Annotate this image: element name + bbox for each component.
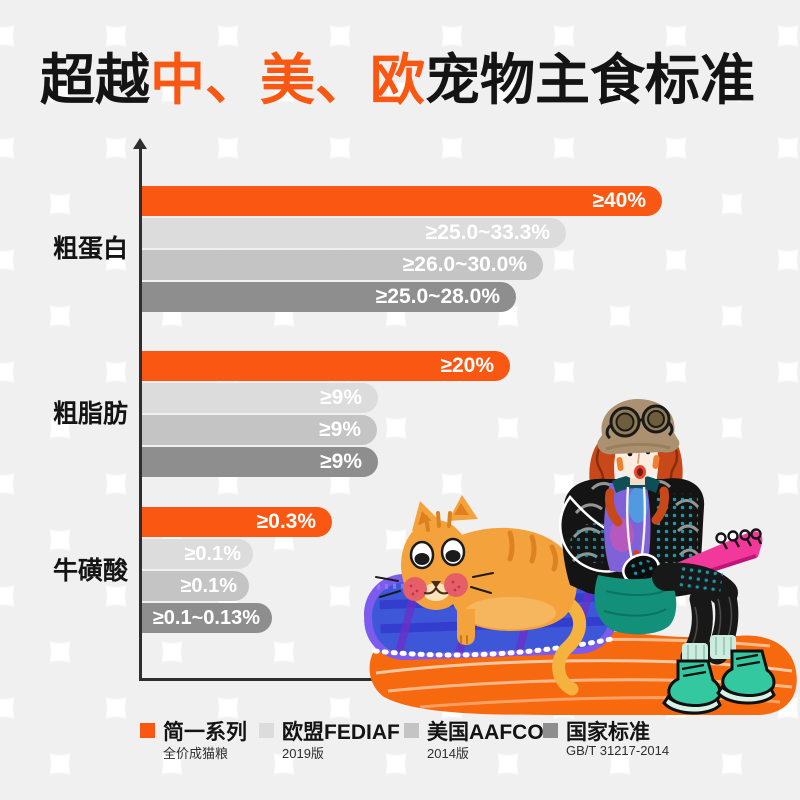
legend-sub: 2014版 — [427, 746, 469, 761]
title-suffix: 宠物主食标准 — [425, 49, 756, 111]
title-highlight: 中、美、欧 — [150, 49, 426, 111]
legend-sub: GB/T 31217-2014 — [566, 743, 670, 758]
y-axis-arrow — [133, 138, 147, 149]
legend-swatch — [404, 723, 419, 738]
bar-value-label: ≥9% — [320, 450, 362, 473]
y-axis-line — [139, 147, 142, 680]
legend-name: 欧盟FEDIAF — [282, 721, 400, 744]
category-label: 牛磺酸 — [52, 557, 128, 585]
bar-牛磺酸-欧盟FEDIAF: ≥0.1% — [142, 539, 253, 569]
legend-swatch — [543, 723, 558, 738]
bar-value-label: ≥0.3% — [256, 510, 316, 533]
woman-illustration — [559, 399, 776, 715]
legend-swatch — [259, 723, 274, 738]
goggles-icon — [605, 404, 674, 440]
bar-粗脂肪-简一系列: ≥20% — [142, 351, 510, 381]
bar-牛磺酸-国家标准: ≥0.1~0.13% — [142, 603, 272, 633]
bar-value-label: ≥40% — [592, 189, 646, 212]
page-title: 超越中、美、欧宠物主食标准 — [40, 50, 755, 111]
bar-牛磺酸-简一系列: ≥0.3% — [142, 507, 332, 537]
bar-粗蛋白-美国AAFCO: ≥26.0~30.0% — [142, 250, 543, 280]
bar-粗脂肪-美国AAFCO: ≥9% — [142, 415, 377, 445]
legend-name: 美国AAFCO — [427, 721, 544, 744]
bar-value-label: ≥9% — [320, 386, 362, 409]
bar-value-label: ≥9% — [319, 418, 361, 441]
pet-illustration — [363, 399, 797, 715]
bar-value-label: ≥20% — [440, 354, 494, 377]
cat-illustration — [375, 495, 587, 696]
category-label: 粗蛋白 — [52, 235, 128, 263]
bar-value-label: ≥25.0~33.3% — [425, 221, 550, 244]
bar-粗脂肪-国家标准: ≥9% — [142, 447, 378, 477]
bar-粗蛋白-欧盟FEDIAF: ≥25.0~33.3% — [142, 218, 566, 248]
legend-sub: 全价成猫粮 — [163, 746, 229, 761]
legend-name: 国家标准 — [566, 721, 650, 744]
spiral-rings-icon — [715, 528, 763, 550]
bar-粗蛋白-国家标准: ≥25.0~28.0% — [142, 282, 516, 312]
legend-sub: 2019版 — [282, 746, 324, 761]
bar-牛磺酸-美国AAFCO: ≥0.1% — [142, 571, 249, 601]
bar-value-label: ≥0.1~0.13% — [152, 606, 260, 629]
bar-粗脂肪-欧盟FEDIAF: ≥9% — [142, 383, 378, 413]
boots-icon — [662, 649, 776, 715]
category-label: 粗脂肪 — [52, 400, 128, 428]
title-prefix: 超越 — [40, 49, 151, 111]
bar-value-label: ≥0.1% — [184, 542, 241, 565]
bar-value-label: ≥0.1% — [180, 574, 237, 597]
bar-value-label: ≥25.0~28.0% — [375, 285, 500, 308]
bar-value-label: ≥26.0~30.0% — [402, 253, 527, 276]
legend-swatch — [140, 723, 155, 738]
legend-name: 简一系列 — [163, 721, 247, 744]
bar-粗蛋白-简一系列: ≥40% — [142, 186, 662, 216]
